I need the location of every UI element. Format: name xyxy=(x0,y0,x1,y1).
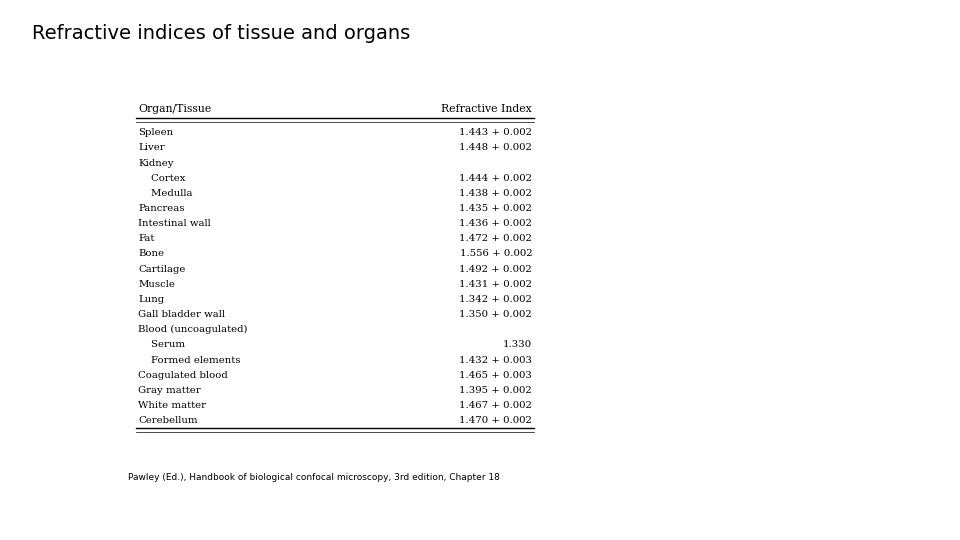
Text: Lipids:: Lipids: xyxy=(552,219,596,232)
Text: Bone: Bone xyxy=(138,249,164,259)
Text: Spleen: Spleen xyxy=(138,128,173,137)
Text: White matter: White matter xyxy=(138,401,206,410)
Text: 1.472 + 0.002: 1.472 + 0.002 xyxy=(460,234,532,244)
Text: Cortex: Cortex xyxy=(138,174,185,183)
Text: 1.342 + 0.002: 1.342 + 0.002 xyxy=(460,295,532,304)
Text: Organ/Tissue: Organ/Tissue xyxy=(138,104,211,114)
Text: Pawley (Ed.), Handbook of biological confocal microscopy, 3rd edition, Chapter 1: Pawley (Ed.), Handbook of biological con… xyxy=(128,472,499,482)
Text: 1.431 + 0.002: 1.431 + 0.002 xyxy=(459,280,532,289)
Text: Seo J., Choe M., Kim S.Y.. Mol. Cells 39 (6) (2016): Seo J., Choe M., Kim S.Y.. Mol. Cells 39… xyxy=(558,383,761,393)
Text: Protein:: Protein: xyxy=(552,187,606,200)
Text: Tissue is a composite of biomolecules: Tissue is a composite of biomolecules xyxy=(552,110,802,123)
Text: 1.467 + 0.002: 1.467 + 0.002 xyxy=(460,401,532,410)
Text: 1.443 + 0.002: 1.443 + 0.002 xyxy=(459,128,532,137)
Text: Serum: Serum xyxy=(138,340,185,349)
Text: Cartilage: Cartilage xyxy=(138,265,185,274)
Text: 1.556 + 0.002: 1.556 + 0.002 xyxy=(460,249,532,259)
Text: 1.470 + 0.002: 1.470 + 0.002 xyxy=(460,416,532,425)
Text: Kidney: Kidney xyxy=(138,159,174,167)
Text: 1.330: 1.330 xyxy=(503,340,532,349)
Text: 1.448 + 0.002: 1.448 + 0.002 xyxy=(460,144,532,152)
Text: Formed elements: Formed elements xyxy=(138,355,241,364)
Text: Lung: Lung xyxy=(138,295,164,304)
Text: Muscle: Muscle xyxy=(138,280,175,289)
Text: Tissue RI:: Tissue RI: xyxy=(552,343,635,356)
Text: collectively constitute the overall: collectively constitute the overall xyxy=(552,297,774,310)
Text: Liver: Liver xyxy=(138,144,165,152)
Text: 1.432 + 0.003: 1.432 + 0.003 xyxy=(459,355,532,364)
Text: with different RIs:: with different RIs: xyxy=(552,138,673,151)
Text: Gall bladder wall: Gall bladder wall xyxy=(138,310,225,319)
Text: 1.492 + 0.002: 1.492 + 0.002 xyxy=(460,265,532,274)
Text: ~ 1,33: ~ 1,33 xyxy=(683,251,726,264)
Text: Coagulated blood: Coagulated blood xyxy=(138,371,228,380)
Text: Pancreas: Pancreas xyxy=(138,204,184,213)
Text: 1.350 + 0.002: 1.350 + 0.002 xyxy=(460,310,532,319)
Text: Blood (uncoagulated): Blood (uncoagulated) xyxy=(138,325,248,334)
Text: ~ 1,44: ~ 1,44 xyxy=(683,219,726,232)
Text: 1.465 + 0.003: 1.465 + 0.003 xyxy=(460,371,532,380)
Text: 1.438 + 0.002: 1.438 + 0.002 xyxy=(460,189,532,198)
Text: Refractive indices of tissue and organs: Refractive indices of tissue and organs xyxy=(32,24,410,43)
Text: 1.444 + 0.002: 1.444 + 0.002 xyxy=(459,174,532,183)
Text: 1.395 + 0.002: 1.395 + 0.002 xyxy=(460,386,532,395)
Text: ~ 1,43: ~ 1,43 xyxy=(683,187,726,200)
Text: 1.435 + 0.002: 1.435 + 0.002 xyxy=(460,204,532,213)
Text: Cerebellum: Cerebellum xyxy=(138,416,198,425)
Text: 1.436 + 0.002: 1.436 + 0.002 xyxy=(460,219,532,228)
Text: Water:: Water: xyxy=(552,251,597,264)
Text: Refractive Index: Refractive Index xyxy=(442,104,532,114)
Text: Intestinal wall: Intestinal wall xyxy=(138,219,211,228)
Text: Fat: Fat xyxy=(138,234,155,244)
Text: Medulla: Medulla xyxy=(138,189,193,198)
Text: Gray matter: Gray matter xyxy=(138,386,201,395)
Text: ~ 1,4 – 1,5: ~ 1,4 – 1,5 xyxy=(683,343,761,356)
